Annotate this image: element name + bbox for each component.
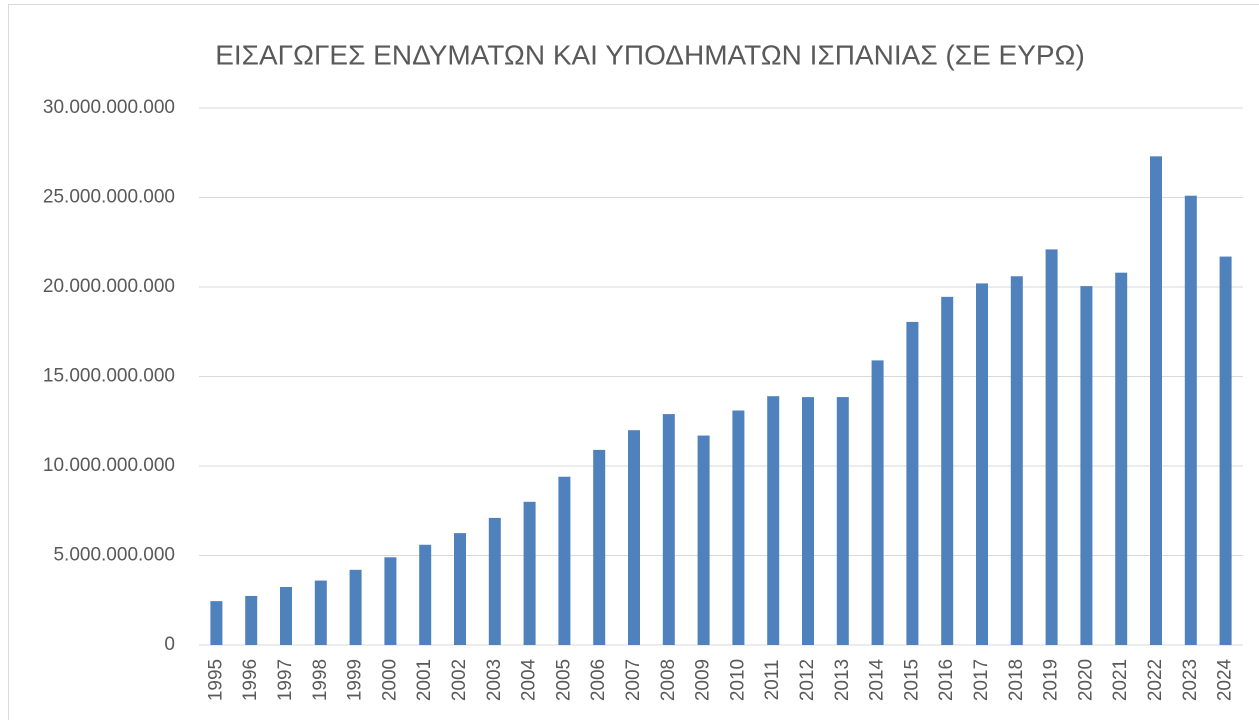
x-tick-label: 2019 [1041,659,1062,701]
bar [628,430,640,645]
x-tick-label: 2011 [762,660,783,701]
x-tick-label: 2014 [867,658,888,701]
bar [210,601,223,645]
x-tick-label: 2009 [693,659,714,701]
chart-title: ΕΙΣΑΓΩΓΕΣ ΕΝΔΥΜΑΤΩΝ ΚΑΙ ΥΠΟΔΗΜΑΤΩΝ ΙΣΠΑΝ… [215,39,1085,70]
bar [767,396,780,645]
bar [280,587,292,645]
bar [662,414,675,645]
bar [976,283,988,645]
bar [1010,276,1023,645]
bar [836,397,849,645]
bar [732,410,745,645]
bar [1115,272,1128,645]
bar [488,517,501,645]
x-tick-label: 2017 [971,659,992,701]
bar [523,501,536,645]
bar [906,321,919,645]
x-tick-label: 2016 [936,659,957,701]
bar [245,595,258,645]
bar [1219,256,1232,645]
y-tick-label: 20.000.000.000 [43,276,175,297]
x-tick-label: 2013 [832,659,853,701]
x-tick-label: 2023 [1180,659,1201,701]
x-tick-label: 2015 [901,659,922,701]
bar [454,533,466,645]
x-tick-label: 2018 [1006,659,1027,701]
bar [349,569,362,645]
x-tick-label: 1999 [345,659,366,701]
bar [697,435,710,645]
x-tick-label: 2003 [484,659,505,701]
bar [1184,195,1197,645]
x-tick-label: 2020 [1075,659,1096,701]
x-tick-label: 2002 [449,659,470,701]
x-tick-label: 2008 [658,659,679,701]
bar [558,476,571,645]
bar [419,544,432,645]
bar [941,296,954,645]
x-tick-label: 1995 [205,659,226,701]
y-tick-label: 15.000.000.000 [43,366,175,387]
x-tick-label: 2024 [1215,658,1236,701]
x-tick-label: 2021 [1110,659,1131,701]
x-tick-label: 2010 [727,659,748,701]
y-tick-label: 25.000.000.000 [43,187,175,208]
x-tick-label: 2007 [623,659,644,701]
bar [802,397,814,645]
bar [1150,156,1162,645]
bar [314,580,327,645]
x-tick-label: 1998 [310,659,331,701]
x-tick-label: 2022 [1145,659,1166,701]
y-tick-label: 10.000.000.000 [43,455,175,476]
x-tick-label: 2012 [797,659,818,701]
bar [1045,249,1058,645]
y-tick-label: 30.000.000.000 [43,97,175,118]
x-tick-label: 2006 [588,659,609,701]
x-tick-label: 2001 [414,659,435,701]
bar [1080,286,1093,645]
y-tick-label: 5.000.000.000 [53,545,175,566]
x-tick-label: 2005 [553,659,574,701]
bar [871,360,884,645]
bar [384,557,397,645]
x-tick-label: 2004 [519,658,540,701]
x-tick-label: 1996 [240,659,261,701]
y-tick-label: 0 [164,634,175,655]
x-tick-label: 1997 [275,659,296,701]
bar [593,449,606,645]
x-tick-label: 2000 [379,659,400,701]
